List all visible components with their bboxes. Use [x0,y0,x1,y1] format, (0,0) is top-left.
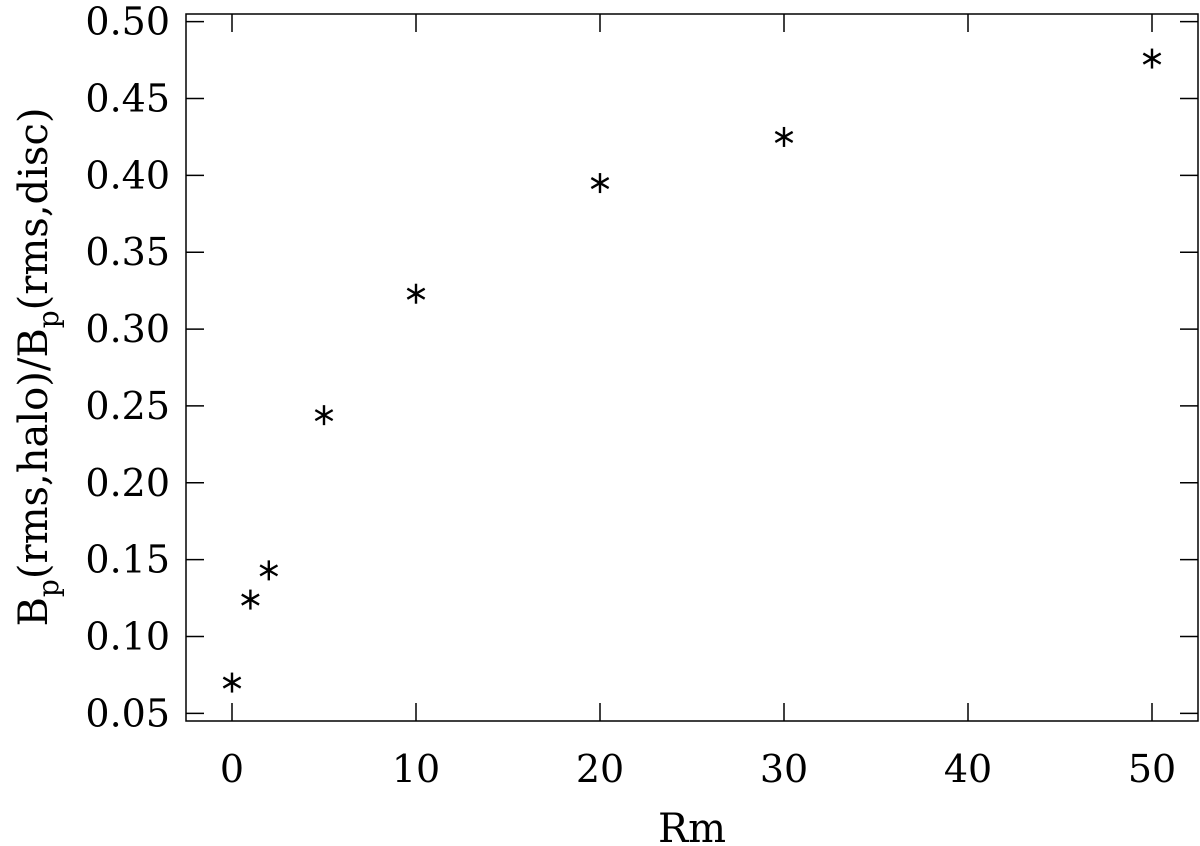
data-point-marker [241,589,260,610]
data-point-marker [259,560,279,581]
data-point-marker [590,173,610,194]
data-point-marker [222,672,242,693]
y-tick-label: 0.15 [85,538,170,582]
y-tick-label: 0.40 [85,153,170,197]
x-tick-label: 10 [392,747,440,791]
x-tick-label: 50 [1128,747,1176,791]
y-axis-title-part: (rms,halo)/B [11,328,57,579]
plot-frame [185,13,1199,722]
x-axis-title: Rm [658,806,726,846]
data-points [222,48,1162,693]
axis-ticks [186,14,1198,721]
data-point-marker [406,283,426,304]
x-tick-label: 0 [220,747,244,791]
y-axis-title-part: B [11,597,57,626]
y-tick-label: 0.05 [85,691,170,735]
y-tick-label: 0.50 [85,0,170,44]
data-point-marker [314,405,334,426]
y-tick-label: 0.45 [85,77,170,121]
x-tick-label: 40 [944,747,992,791]
y-tick-label: 0.35 [85,230,170,274]
data-point-marker [1142,48,1162,69]
y-tick-label: 0.20 [85,461,170,505]
y-axis-title: Bp(rms,halo)/Bp(rms,disc) [11,108,65,627]
y-axis-title-subscript: p [32,579,65,597]
data-point-marker [774,126,794,147]
y-tick-label: 0.25 [85,384,170,428]
y-tick-label: 0.30 [85,307,170,351]
x-tick-label: 20 [576,747,624,791]
y-axis-title-part: (rms,disc) [11,108,57,311]
y-axis-title-subscript: p [32,310,65,328]
y-tick-label: 0.10 [85,614,170,658]
axis-tick-labels: 0 10 20 30 40 50 0.05 0.10 0.15 0.20 0.25 0.30 0.35 0… [85,0,1176,791]
x-tick-label: 30 [760,747,808,791]
